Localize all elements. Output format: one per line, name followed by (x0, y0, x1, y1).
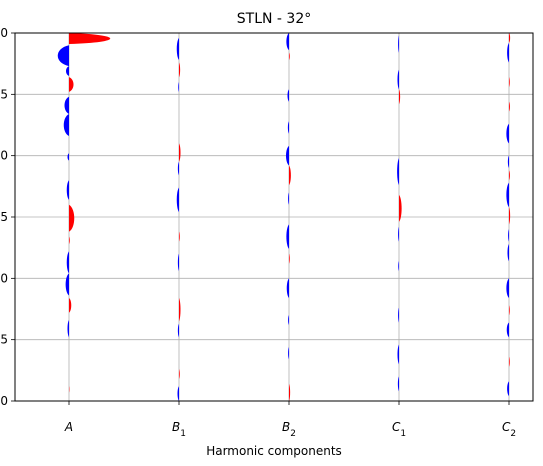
series-B2-bump (286, 278, 289, 298)
series-B2-bump (287, 121, 289, 134)
x-tick-label: B2 (282, 420, 296, 439)
series-C2-bump (507, 155, 509, 168)
series-C2-bump (509, 101, 510, 112)
series-C2-bump (507, 381, 509, 397)
series-C2-bump (509, 33, 511, 43)
series-C1-bump (399, 194, 402, 222)
area-layer (57, 33, 511, 401)
series-A-bump (69, 297, 72, 313)
series-A-bump (66, 251, 69, 274)
series-C1-bump (398, 261, 399, 271)
series-C2-bump (506, 182, 509, 208)
series-C2-bump (509, 207, 511, 225)
series-C2-bump (509, 170, 510, 181)
series-C2-bump (507, 243, 509, 262)
series-B1-bump (177, 323, 179, 338)
series-B1-bump (179, 62, 181, 78)
y-tick-label: 0 (0, 26, 8, 40)
y-tick-label: 5 (0, 87, 8, 101)
series-B2-bump (286, 145, 289, 166)
series-A-bump (63, 113, 69, 137)
series-A-bump (69, 33, 111, 45)
y-tick-layer: 0 5 10 15 20 25 30 (0, 26, 15, 408)
series-A-bump (67, 320, 69, 338)
series-B2-bump (288, 347, 289, 360)
x-axis-label: Harmonic components (206, 444, 342, 458)
series-C1-bump (397, 158, 399, 186)
series-A-bump (57, 45, 69, 67)
series-A-bump (64, 96, 69, 114)
series-C1-bump (397, 376, 399, 392)
series-C1-bump (397, 344, 399, 365)
series-B2-bump (288, 315, 289, 325)
series-C1-bump (398, 35, 399, 53)
y-tick-label: 10 (0, 149, 8, 163)
series-A-bump (66, 66, 69, 76)
series-B1-bump (176, 187, 179, 213)
series-A-bump (69, 236, 70, 244)
series-B1-bump (177, 253, 179, 271)
x-tick-label: C1 (392, 420, 406, 439)
series-A-bump (69, 204, 75, 232)
series-B1-bump (177, 161, 179, 176)
series-C2-bump (506, 322, 509, 338)
series-C2-bump (507, 42, 509, 63)
series-C1-bump (398, 307, 399, 323)
series-B2-bump (289, 383, 291, 401)
series-B1-bump (178, 82, 179, 92)
series-C2-bump (506, 278, 509, 298)
series-B2-bump (289, 253, 290, 264)
series-B2-bump (288, 192, 289, 205)
x-tick-label: C2 (502, 420, 516, 439)
series-C2-bump (509, 305, 510, 316)
x-tick-label: A (64, 420, 73, 434)
series-B1-bump (176, 37, 179, 60)
series-C2-bump (509, 356, 510, 367)
series-A-bump (67, 153, 69, 161)
series-C2-bump (509, 77, 510, 87)
series-C1-bump (399, 89, 401, 105)
series-A-bump (69, 77, 74, 92)
series-B1-bump (177, 386, 179, 401)
x-tick-layer: A B1 B2 C1 C2 (64, 401, 516, 439)
series-B2-bump (286, 224, 289, 249)
chart-title: STLN - 32° (237, 11, 311, 27)
series-C2-bump (508, 229, 509, 242)
y-tick-label: 15 (0, 210, 8, 224)
series-B2-bump (289, 165, 291, 186)
series-B2-bump (286, 33, 289, 51)
x-tick-label: B1 (172, 420, 186, 439)
series-B1-bump (179, 369, 180, 379)
series-A-bump (66, 180, 69, 200)
y-tick-label: 20 (0, 271, 8, 285)
series-B2-bump (287, 89, 289, 102)
series-C1-bump (397, 69, 399, 90)
series-B1-bump (179, 297, 181, 322)
series-C1-bump (398, 226, 399, 242)
y-tick-label: 30 (0, 394, 8, 408)
series-B2-bump (289, 52, 290, 60)
series-A-bump (65, 273, 69, 296)
series-B1-bump (179, 231, 180, 242)
series-C2-bump (506, 123, 509, 144)
series-B1-bump (179, 143, 181, 162)
y-tick-label: 25 (0, 333, 8, 347)
